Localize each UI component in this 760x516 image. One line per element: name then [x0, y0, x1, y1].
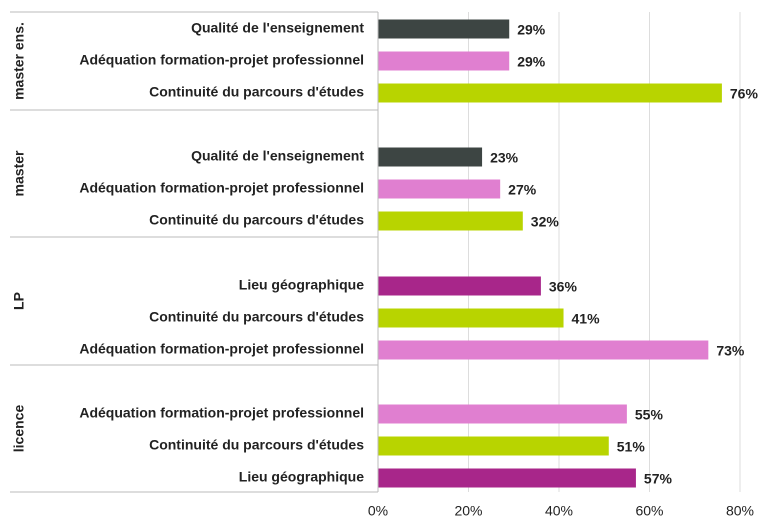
bar — [378, 308, 564, 328]
value-label: 41% — [572, 311, 601, 327]
value-label: 57% — [644, 471, 673, 487]
bar — [378, 211, 523, 231]
category-label: Adéquation formation-projet professionne… — [79, 341, 364, 357]
bar — [378, 83, 722, 103]
value-label: 23% — [490, 150, 519, 166]
x-tick-label: 80% — [726, 503, 754, 516]
x-tick-label: 20% — [454, 503, 482, 516]
x-tick-label: 0% — [368, 503, 388, 516]
bar — [378, 276, 541, 296]
bar — [378, 340, 709, 360]
bar — [378, 404, 627, 424]
bar — [378, 179, 501, 199]
x-tick-label: 40% — [545, 503, 573, 516]
group-label: licence — [11, 405, 27, 453]
value-label: 27% — [508, 182, 537, 198]
value-label: 55% — [635, 407, 664, 423]
value-label: 29% — [517, 22, 546, 38]
group-label: master — [11, 150, 27, 196]
category-label: Continuité du parcours d'études — [149, 84, 364, 100]
category-label: Adéquation formation-projet professionne… — [79, 52, 364, 68]
bar — [378, 147, 483, 167]
category-label: Lieu géographique — [239, 469, 364, 485]
value-label: 29% — [517, 54, 546, 70]
value-label: 73% — [716, 343, 745, 359]
bar — [378, 468, 636, 488]
group-label: master ens. — [11, 22, 27, 100]
bar — [378, 19, 510, 39]
category-label: Adéquation formation-projet professionne… — [79, 405, 364, 421]
bar — [378, 51, 510, 71]
category-label: Continuité du parcours d'études — [149, 437, 364, 453]
group-label: LP — [11, 292, 27, 310]
x-tick-label: 60% — [635, 503, 663, 516]
category-label: Continuité du parcours d'études — [149, 212, 364, 228]
category-label: Adéquation formation-projet professionne… — [79, 180, 364, 196]
value-label: 32% — [531, 214, 560, 230]
value-label: 36% — [549, 279, 578, 295]
value-label: 51% — [617, 439, 646, 455]
category-label: Lieu géographique — [239, 277, 364, 293]
category-label: Qualité de l'enseignement — [191, 148, 364, 164]
category-label: Qualité de l'enseignement — [191, 20, 364, 36]
bar — [378, 436, 609, 456]
value-label: 76% — [730, 86, 759, 102]
category-label: Continuité du parcours d'études — [149, 309, 364, 325]
